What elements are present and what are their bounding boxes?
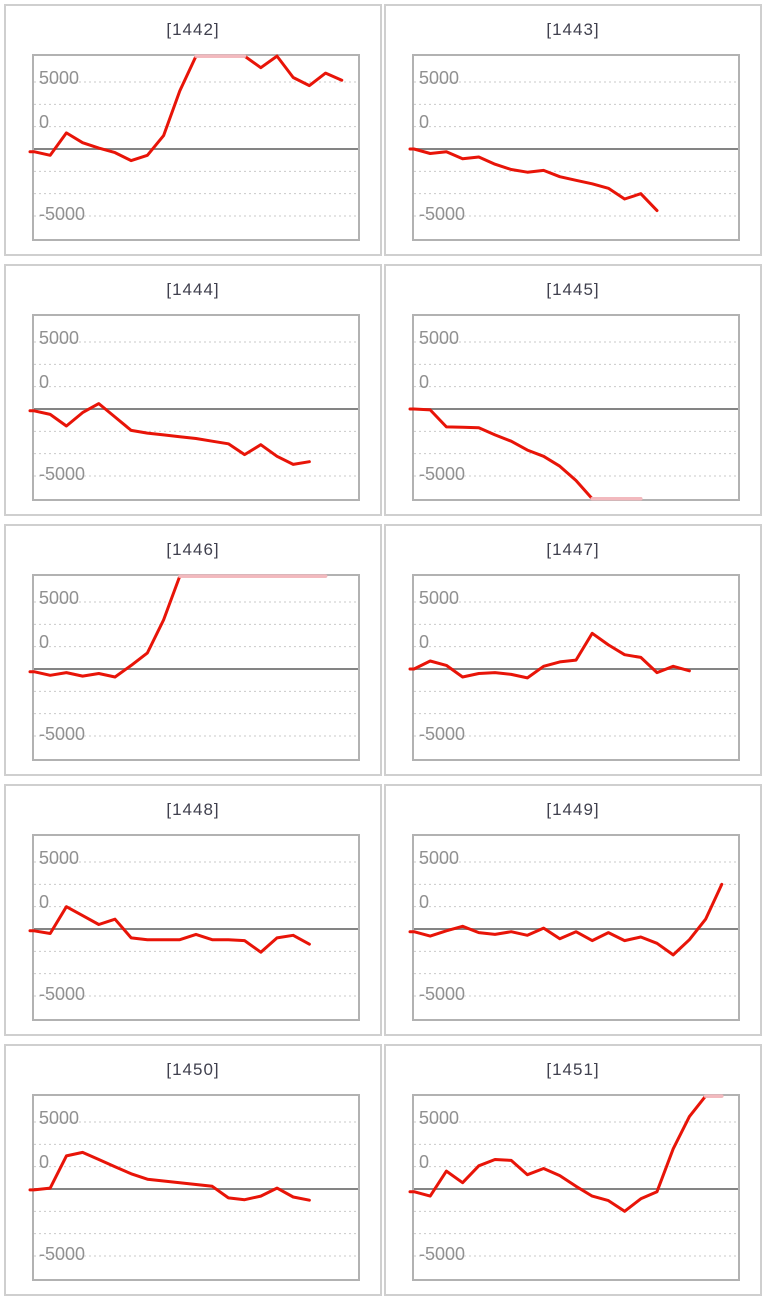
series-line <box>28 1150 311 1202</box>
chart-cell: [1445] 5000 0 -5000 <box>384 264 762 516</box>
chart-cell: [1447] 5000 0 -5000 <box>384 524 762 776</box>
series-line <box>408 631 691 680</box>
plot-area: 5000 0 -5000 <box>408 574 740 761</box>
chart-cell: [1450] 5000 0 -5000 <box>4 1044 382 1296</box>
plot-area: 5000 0 -5000 <box>408 1094 740 1281</box>
chart-cell: [1451] 5000 0 -5000 <box>384 1044 762 1296</box>
slump-graph-svg <box>408 81 738 217</box>
slump-graph-svg <box>28 1121 358 1257</box>
series-line <box>408 882 724 957</box>
plot-area: 5000 0 -5000 <box>28 314 360 501</box>
chart-title: [1451] <box>546 1060 600 1079</box>
plot-area: 5000 0 -5000 <box>28 1094 360 1281</box>
series-line <box>28 402 311 466</box>
chart-cell: [1442] 5000 0 -5000 <box>4 4 382 256</box>
chart-cell: [1446] 5000 0 -5000 <box>4 524 382 776</box>
series-line <box>28 574 328 679</box>
plot-area: 5000 0 -5000 <box>408 54 740 241</box>
series-line <box>28 905 311 954</box>
plot-area: 5000 0 -5000 <box>408 314 740 501</box>
plot-area: 5000 0 -5000 <box>28 54 360 241</box>
slump-graph-svg <box>408 601 738 737</box>
chart-title: [1450] <box>166 1060 220 1079</box>
chart-title: [1446] <box>166 540 220 559</box>
slump-graph-svg <box>408 1094 738 1257</box>
slump-graph-svg <box>28 54 358 217</box>
chart-cell: [1449] 5000 0 -5000 <box>384 784 762 1036</box>
chart-cell: [1443] 5000 0 -5000 <box>384 4 762 256</box>
slump-graph-svg <box>28 861 358 997</box>
chart-title: [1449] <box>546 800 600 819</box>
chart-title: [1442] <box>166 20 220 39</box>
chart-title: [1447] <box>546 540 600 559</box>
series-line <box>408 1094 724 1213</box>
plot-area: 5000 0 -5000 <box>28 834 360 1021</box>
slump-graph-svg <box>28 574 358 737</box>
series-line <box>408 147 659 213</box>
plot-area: 5000 0 -5000 <box>28 574 360 761</box>
chart-title: [1443] <box>546 20 600 39</box>
slump-graph-svg <box>408 341 738 501</box>
plot-area: 5000 0 -5000 <box>408 834 740 1021</box>
slump-graph-svg <box>28 341 358 477</box>
slump-graph-svg <box>408 861 738 997</box>
chart-cell: [1448] 5000 0 -5000 <box>4 784 382 1036</box>
chart-title: [1448] <box>166 800 220 819</box>
chart-cell: [1444] 5000 0 -5000 <box>4 264 382 516</box>
series-line <box>28 54 344 163</box>
chart-title: [1445] <box>546 280 600 299</box>
chart-title: [1444] <box>166 280 220 299</box>
